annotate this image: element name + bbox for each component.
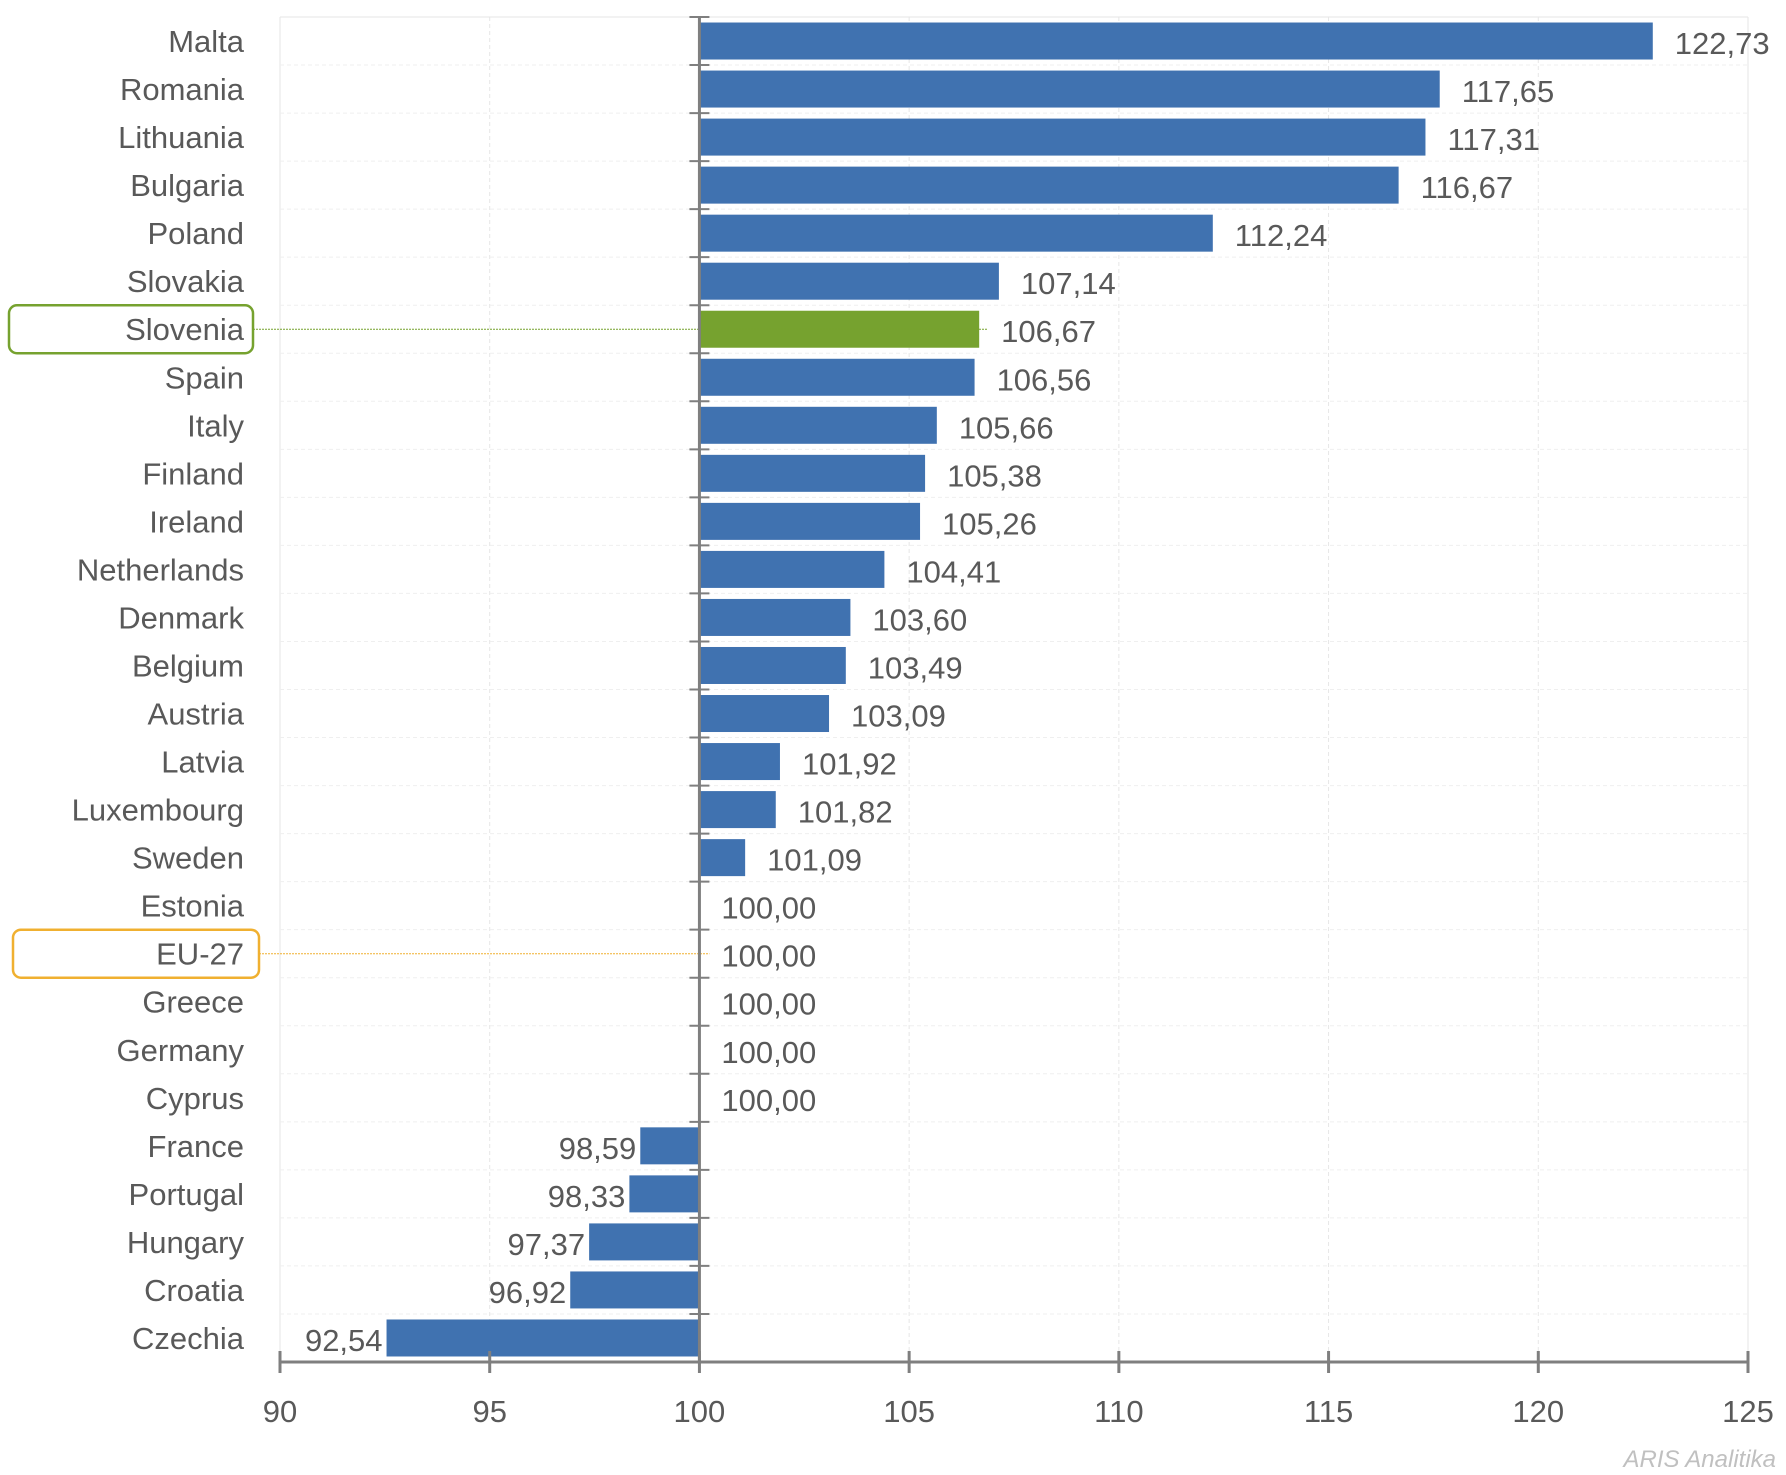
bar-lithuania: [699, 118, 1426, 156]
category-label: Spain: [165, 360, 244, 395]
bar-slovakia: [699, 262, 999, 300]
bar-latvia: [699, 743, 780, 781]
bar-bulgaria: [699, 166, 1399, 204]
x-tick-label: 90: [263, 1394, 297, 1429]
bar-croatia: [570, 1271, 700, 1309]
category-label: Finland: [142, 456, 244, 491]
category-label: Croatia: [144, 1273, 245, 1308]
bar-spain: [699, 358, 975, 396]
bar-denmark: [699, 598, 851, 636]
bar-italy: [699, 406, 937, 444]
watermark: ARIS Analitika: [1623, 1446, 1776, 1473]
category-label: Malta: [168, 24, 245, 59]
x-tick-label: 125: [1722, 1394, 1774, 1429]
value-label: 103,09: [851, 699, 946, 734]
value-label: 100,00: [721, 1035, 816, 1070]
value-label: 105,38: [947, 458, 1042, 493]
x-tick-label: 110: [1094, 1394, 1143, 1429]
value-label: 105,26: [942, 506, 1037, 541]
category-label: Germany: [117, 1033, 245, 1068]
value-label: 101,82: [798, 795, 893, 830]
category-label: Italy: [187, 408, 244, 443]
value-label: 107,14: [1021, 266, 1116, 301]
value-label: 117,31: [1447, 122, 1540, 157]
value-label: 122,73: [1675, 26, 1770, 61]
category-label: France: [148, 1129, 244, 1164]
value-label: 97,37: [508, 1227, 586, 1262]
bar-ireland: [699, 502, 921, 540]
bar-hungary: [589, 1223, 700, 1261]
category-label: Netherlands: [77, 552, 244, 587]
value-label: 96,92: [489, 1275, 567, 1310]
value-label: 106,67: [1001, 314, 1096, 349]
category-label: Luxembourg: [72, 793, 244, 828]
category-label: EU-27: [156, 937, 244, 972]
bar-portugal: [629, 1175, 700, 1213]
value-label: 100,00: [721, 939, 816, 974]
category-label: Bulgaria: [130, 168, 244, 203]
category-label: Latvia: [161, 745, 244, 780]
value-label: 98,59: [559, 1131, 637, 1166]
category-label: Lithuania: [118, 120, 245, 155]
value-label: 101,92: [802, 747, 897, 782]
category-label: Greece: [142, 985, 244, 1020]
bar-malta: [699, 22, 1653, 60]
bar-luxembourg: [699, 791, 776, 829]
category-label: Denmark: [118, 600, 244, 635]
bar-france: [640, 1127, 700, 1165]
value-label: 101,09: [767, 843, 862, 878]
value-label: 103,60: [872, 602, 967, 637]
value-label: 98,33: [548, 1179, 626, 1214]
x-tick-label: 105: [883, 1394, 935, 1429]
bar-finland: [699, 454, 926, 492]
bar-romania: [699, 70, 1440, 108]
category-label: Poland: [147, 216, 244, 251]
category-label: Portugal: [129, 1177, 244, 1212]
value-label: 100,00: [721, 987, 816, 1022]
x-tick-label: 95: [472, 1394, 506, 1429]
x-tick-label: 115: [1304, 1394, 1353, 1429]
category-label: Hungary: [127, 1225, 245, 1260]
bar-czechia: [386, 1319, 700, 1357]
category-label: Estonia: [141, 889, 245, 924]
bar-sweden: [699, 839, 746, 877]
category-label: Cyprus: [146, 1081, 244, 1116]
bar-poland: [699, 214, 1213, 252]
category-label: Austria: [148, 697, 245, 732]
category-label: Slovenia: [125, 312, 245, 347]
bar-netherlands: [699, 550, 885, 588]
category-label: Czechia: [132, 1321, 245, 1356]
category-label: Romania: [120, 72, 245, 107]
value-label: 100,00: [721, 1083, 816, 1118]
category-label: Belgium: [132, 648, 244, 683]
value-label: 104,41: [906, 554, 1001, 589]
category-label: Slovakia: [127, 264, 245, 299]
value-label: 106,56: [997, 362, 1092, 397]
x-tick-label: 100: [674, 1394, 726, 1429]
bar-austria: [699, 695, 830, 733]
value-label: 92,54: [305, 1323, 383, 1358]
value-label: 103,49: [868, 650, 963, 685]
value-label: 116,67: [1421, 170, 1514, 205]
x-tick-label: 120: [1512, 1394, 1564, 1429]
value-label: 105,66: [959, 410, 1054, 445]
category-label: Sweden: [132, 841, 244, 876]
value-label: 117,65: [1462, 74, 1555, 109]
value-label: 112,24: [1235, 218, 1328, 253]
value-label: 100,00: [721, 891, 816, 926]
bar-belgium: [699, 646, 846, 684]
category-label: Ireland: [149, 504, 244, 539]
